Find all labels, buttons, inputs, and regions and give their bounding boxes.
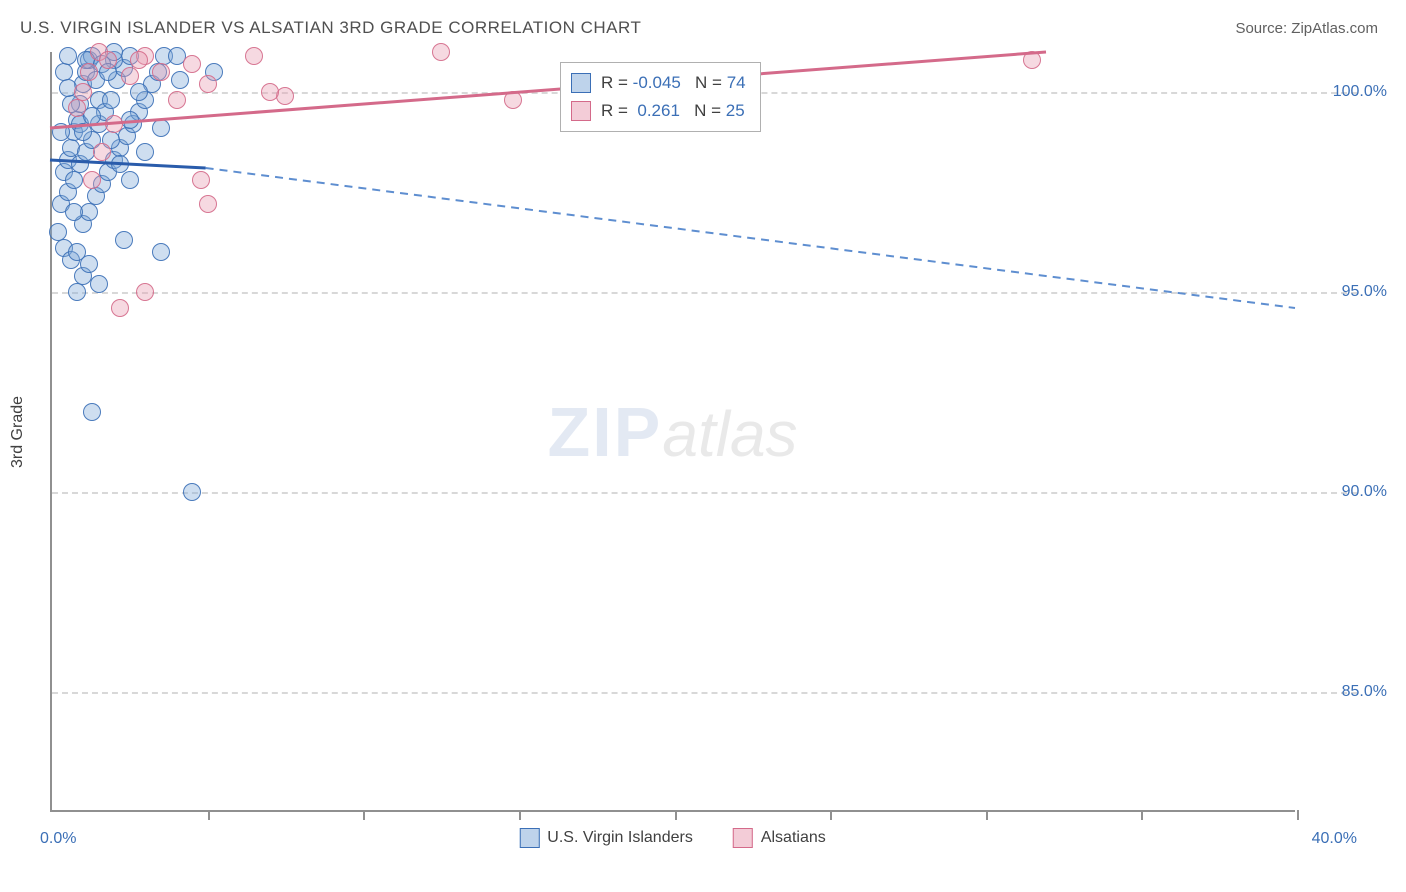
trend-line xyxy=(50,160,206,168)
chart-title: U.S. VIRGIN ISLANDER VS ALSATIAN 3RD GRA… xyxy=(20,18,641,38)
trend-line xyxy=(50,52,1046,128)
stat-row: R = -0.045 N = 74 xyxy=(571,69,746,97)
legend-item: Alsatians xyxy=(733,828,826,848)
y-tick-label: 95.0% xyxy=(1307,283,1387,301)
y-tick-label: 100.0% xyxy=(1307,83,1387,101)
trend-line xyxy=(206,168,1295,308)
stat-row: R = 0.261 N = 25 xyxy=(571,97,746,125)
legend-swatch xyxy=(733,828,753,848)
legend-swatch xyxy=(519,828,539,848)
x-tick xyxy=(1297,810,1299,820)
legend-label: U.S. Virgin Islanders xyxy=(547,829,693,847)
bottom-legend: U.S. Virgin Islanders Alsatians xyxy=(519,828,825,848)
y-tick-label: 85.0% xyxy=(1307,683,1387,701)
x-axis-min-label: 0.0% xyxy=(40,830,76,848)
x-axis-max-label: 40.0% xyxy=(1312,830,1357,848)
legend-label: Alsatians xyxy=(761,829,826,847)
stats-legend-box: R = -0.045 N = 74R = 0.261 N = 25 xyxy=(560,62,761,132)
y-tick-label: 90.0% xyxy=(1307,483,1387,501)
plot-area: 85.0%90.0%95.0%100.0% 3rd Grade R = -0.0… xyxy=(50,52,1295,812)
source-label: Source: ZipAtlas.com xyxy=(1235,20,1378,37)
y-axis-title: 3rd Grade xyxy=(9,396,27,468)
legend-swatch xyxy=(571,73,591,93)
stat-text: R = -0.045 N = 74 xyxy=(601,69,746,97)
legend-swatch xyxy=(571,101,591,121)
legend-item: U.S. Virgin Islanders xyxy=(519,828,693,848)
stat-text: R = 0.261 N = 25 xyxy=(601,97,745,125)
